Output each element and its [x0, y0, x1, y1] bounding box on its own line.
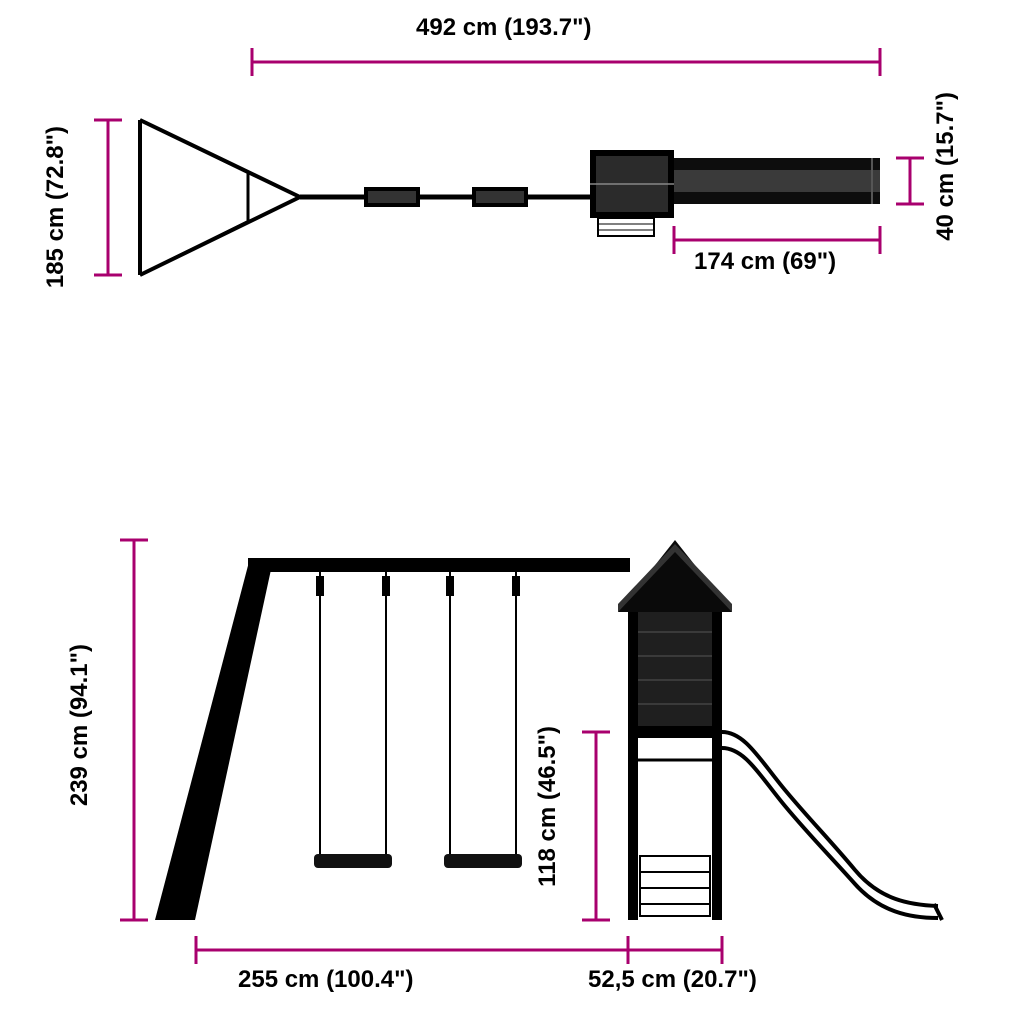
- diagram-canvas: 492 cm (193.7") 185 cm (72.8") 40 cm (15…: [0, 0, 1024, 1024]
- label-depth-185: 185 cm (72.8"): [42, 126, 70, 288]
- label-height-118: 118 cm (46.5"): [534, 726, 562, 887]
- topview-slide: [674, 158, 880, 204]
- label-width-255: 255 cm (100.4"): [238, 966, 414, 994]
- diagram-svg: [0, 0, 1024, 1024]
- label-width-total: 492 cm (193.7"): [416, 14, 592, 42]
- label-depth-40: 40 cm (15.7"): [932, 92, 960, 241]
- frontview-tower: [618, 540, 732, 920]
- topview-tower: [590, 150, 674, 236]
- label-slide-174: 174 cm (69"): [694, 248, 836, 276]
- label-height-239: 239 cm (94.1"): [66, 644, 94, 806]
- topview-aframe: [140, 120, 300, 275]
- frontview-slide: [722, 732, 942, 920]
- label-width-525: 52,5 cm (20.7"): [588, 966, 757, 994]
- frontview-swings: [314, 572, 522, 868]
